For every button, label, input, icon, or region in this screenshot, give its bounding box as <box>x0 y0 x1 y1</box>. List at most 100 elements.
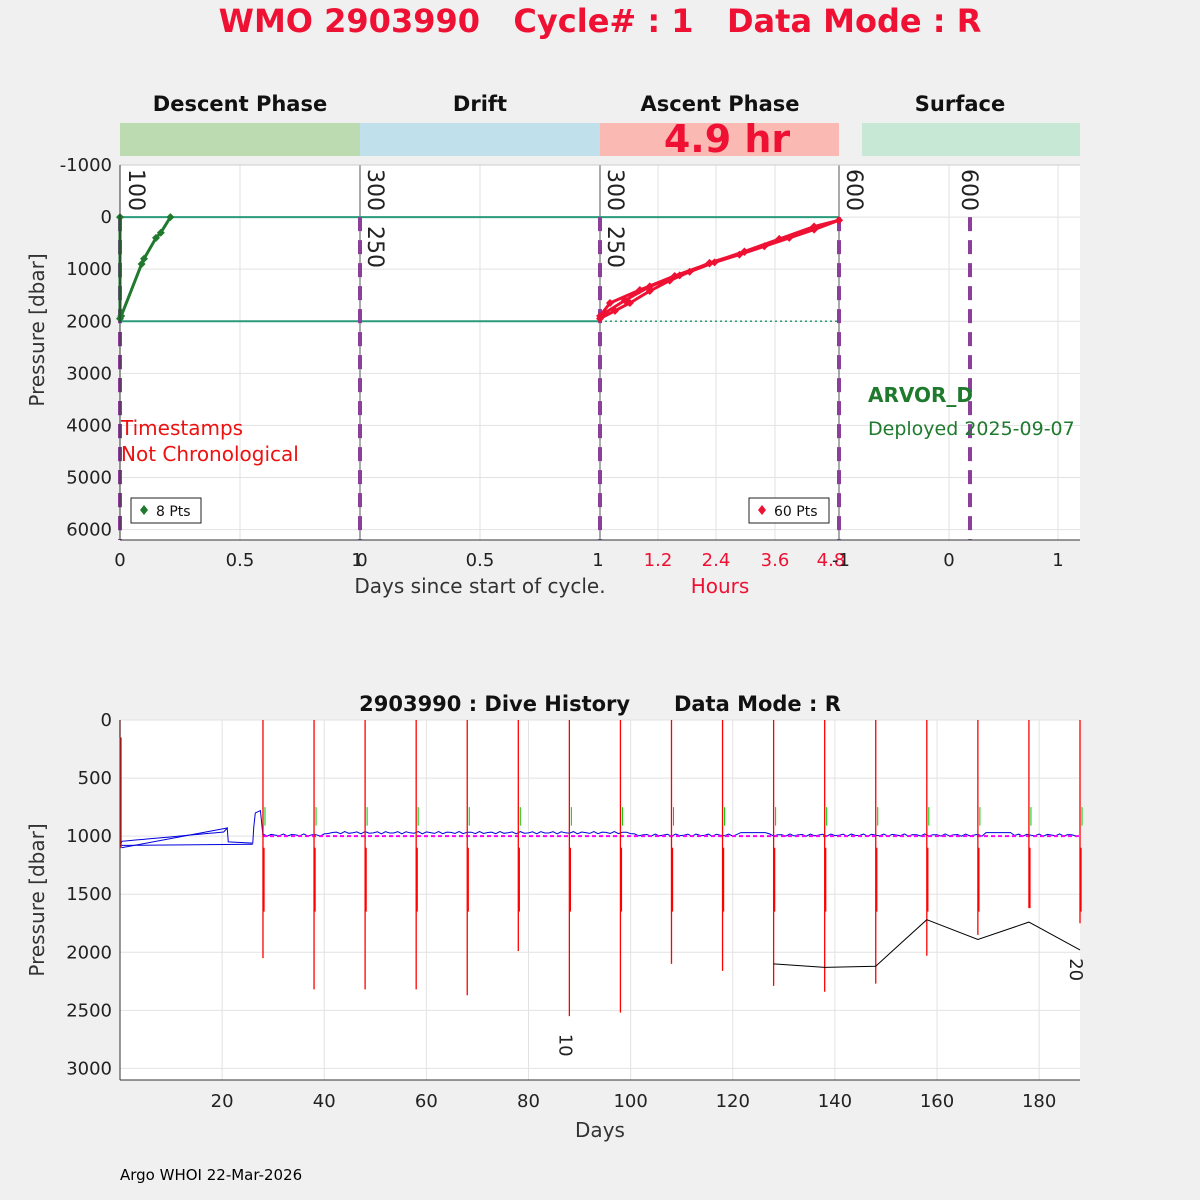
drift-line <box>121 827 228 849</box>
ascent-point <box>810 222 819 231</box>
ascent-series <box>596 216 843 323</box>
y-tick-label: 4000 <box>66 415 112 436</box>
x-tick-label: 60 <box>415 1091 438 1112</box>
x-tick-label: 1 <box>1052 550 1063 571</box>
panel-title-drift: Drift <box>453 92 507 116</box>
timestamps-note-line1: Timestamps <box>120 416 243 440</box>
ascent-x-ticks: 1.2 2.4 3.6 4.8 -1 <box>644 550 850 571</box>
ascent-point <box>675 271 684 280</box>
marker-label: 250 <box>602 226 627 268</box>
grounding-line <box>773 919 1081 968</box>
cycle-number-label: 20 <box>1065 958 1086 981</box>
x-tick-label: 160 <box>920 1091 954 1112</box>
ascent-point <box>596 312 604 321</box>
drift-line <box>121 843 253 846</box>
descent-legend: 8 Pts <box>130 497 202 524</box>
descent-x-ticks: 0 0.5 1 <box>114 550 362 571</box>
panel-title-descent: Descent Phase <box>153 92 327 116</box>
timestamps-note-line2: Not Chronological <box>121 442 299 466</box>
x-tick-label: 100 <box>613 1091 647 1112</box>
descent-point <box>152 233 160 242</box>
drift-x-ticks: 0 0.5 1 <box>356 550 603 571</box>
x-tick-label: 1 <box>592 550 603 571</box>
band-surface <box>862 123 1080 156</box>
ascent-point <box>635 286 644 294</box>
bottom-y-axis-label: Pressure [dbar] <box>25 823 49 976</box>
x-tick-label: 0 <box>114 550 125 571</box>
y-tick-label: 5000 <box>66 468 112 489</box>
legend-label: 60 Pts <box>774 504 818 520</box>
float-model: ARVOR_D <box>868 383 973 407</box>
y-tick-label: 2000 <box>66 942 112 963</box>
x-tick-label: 180 <box>1022 1091 1056 1112</box>
footer-credit: Argo WHOI 22-Mar-2026 <box>120 1166 303 1184</box>
ascent-point <box>620 296 629 305</box>
ascent-point <box>605 299 614 308</box>
y-tick-label: 6000 <box>66 520 112 541</box>
band-drift <box>360 123 600 156</box>
bottom-y-ticks: 0 500 1000 1500 2000 2500 3000 <box>66 710 112 1079</box>
y-tick-label: 3000 <box>66 1058 112 1079</box>
legend-marker <box>758 505 766 515</box>
x-tick-label: 140 <box>818 1091 852 1112</box>
ascent-point <box>665 276 674 285</box>
marker-label: 300 <box>602 169 627 211</box>
cycle-labels: 10 20 <box>554 958 1086 1056</box>
x-tick-label: 4.8 <box>817 550 846 571</box>
y-tick-label: 3000 <box>66 363 112 384</box>
y-tick-label: 0 <box>101 710 112 731</box>
bottom-x-axis-label: Days <box>575 1118 625 1142</box>
descent-point <box>166 213 175 222</box>
x-tick-label: 120 <box>716 1091 750 1112</box>
dive-history-title: 2903990 : Dive History Data Mode : R <box>359 692 841 716</box>
cycle-number-label: 10 <box>554 1034 575 1057</box>
band-descent <box>120 123 360 156</box>
x-tick-label: 0 <box>943 550 954 571</box>
marker-label: 600 <box>841 169 866 211</box>
y-tick-label: 2500 <box>66 1000 112 1021</box>
y-tick-label: 1000 <box>66 826 112 847</box>
x-tick-label: 2.4 <box>702 550 731 571</box>
y-tick-label: 0 <box>101 207 112 228</box>
marker-label: 300 <box>362 169 387 211</box>
page-title: WMO 2903990 Cycle# : 1 Data Mode : R <box>218 2 982 40</box>
y-tick-label: -1000 <box>60 155 112 176</box>
band-ascent <box>600 123 839 156</box>
ascent-point <box>645 282 654 291</box>
ascent-point <box>610 306 619 315</box>
y-tick-label: 1500 <box>66 884 112 905</box>
ascent-point <box>670 271 679 280</box>
legend-marker <box>140 505 148 515</box>
descent-point <box>140 254 148 263</box>
cycle-profile-chart: Descent Phase Drift Ascent Phase Surface… <box>25 92 1080 598</box>
ascent-point <box>760 242 769 251</box>
ascent-point <box>685 267 694 276</box>
y-tick-label: 1000 <box>66 259 112 280</box>
marker-label: 100 <box>123 169 148 211</box>
top-y-axis-label: Pressure [dbar] <box>25 253 49 406</box>
x-tick-label: 20 <box>211 1091 234 1112</box>
top-y-ticks: -1000 0 1000 2000 3000 4000 5000 6000 <box>60 155 112 541</box>
panel-title-surface: Surface <box>915 92 1005 116</box>
x-tick-label: -1 <box>832 550 850 571</box>
x-tick-label: 80 <box>517 1091 540 1112</box>
bottom-x-ticks: 20 40 60 80 100 120 140 160 180 <box>211 1091 1057 1112</box>
panel-title-ascent: Ascent Phase <box>641 92 800 116</box>
ascent-point <box>785 233 794 242</box>
x-tick-label: 0.5 <box>226 550 255 571</box>
descent-point <box>156 228 165 237</box>
legend-box <box>748 497 830 524</box>
ascent-point <box>705 258 714 267</box>
x-tick-label: 1 <box>351 550 362 571</box>
x-tick-label: 40 <box>313 1091 336 1112</box>
marker-label: 250 <box>362 226 387 268</box>
x-tick-label: 1.2 <box>644 550 673 571</box>
descent-point <box>117 312 126 321</box>
marker-label: 600 <box>956 169 981 211</box>
y-tick-label: 2000 <box>66 311 112 332</box>
ascent-point <box>645 287 654 296</box>
ascent-legend: 60 Pts <box>748 497 830 524</box>
legend-label: 8 Pts <box>156 504 191 520</box>
hours-axis-label: Hours <box>691 574 750 598</box>
